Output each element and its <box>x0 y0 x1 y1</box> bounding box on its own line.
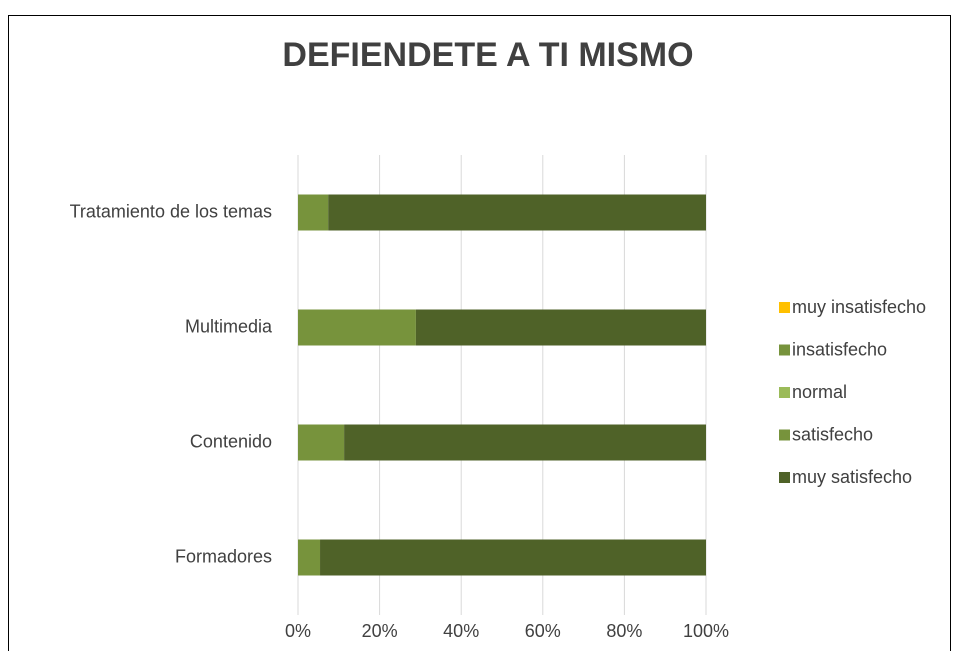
bar-segment <box>328 194 706 231</box>
x-tick-label: 80% <box>606 621 642 641</box>
x-tick-label: 20% <box>362 621 398 641</box>
x-tick-label: 100% <box>683 621 729 641</box>
y-tick-label: Multimedia <box>185 316 273 336</box>
legend-swatch <box>779 302 790 313</box>
x-tick-label: 0% <box>285 621 311 641</box>
legend-label: satisfecho <box>792 424 873 444</box>
legend-swatch <box>779 344 790 356</box>
chart-border <box>8 15 951 651</box>
y-tick-label: Tratamiento de los temas <box>70 201 272 221</box>
y-tick-label: Formadores <box>175 546 272 566</box>
bar-segment <box>298 194 329 231</box>
legend-label: normal <box>792 382 847 402</box>
bar-segment <box>298 539 321 576</box>
bar-segment <box>298 424 345 461</box>
bar-segment <box>344 424 706 461</box>
bar-segment <box>415 309 706 346</box>
legend-swatch <box>779 429 790 441</box>
chart-title: DEFIENDETE A TI MISMO <box>282 36 693 74</box>
y-tick-label: Contenido <box>190 431 272 451</box>
x-tick-label: 60% <box>525 621 561 641</box>
bar-segment <box>320 539 706 576</box>
legend-label: insatisfecho <box>792 339 887 359</box>
x-tick-label: 40% <box>443 621 479 641</box>
legend-label: muy insatisfecho <box>792 297 926 317</box>
legend-label: muy satisfecho <box>792 467 912 487</box>
bar-segment <box>298 309 416 346</box>
legend-swatch <box>779 387 790 398</box>
legend-swatch <box>779 472 790 483</box>
